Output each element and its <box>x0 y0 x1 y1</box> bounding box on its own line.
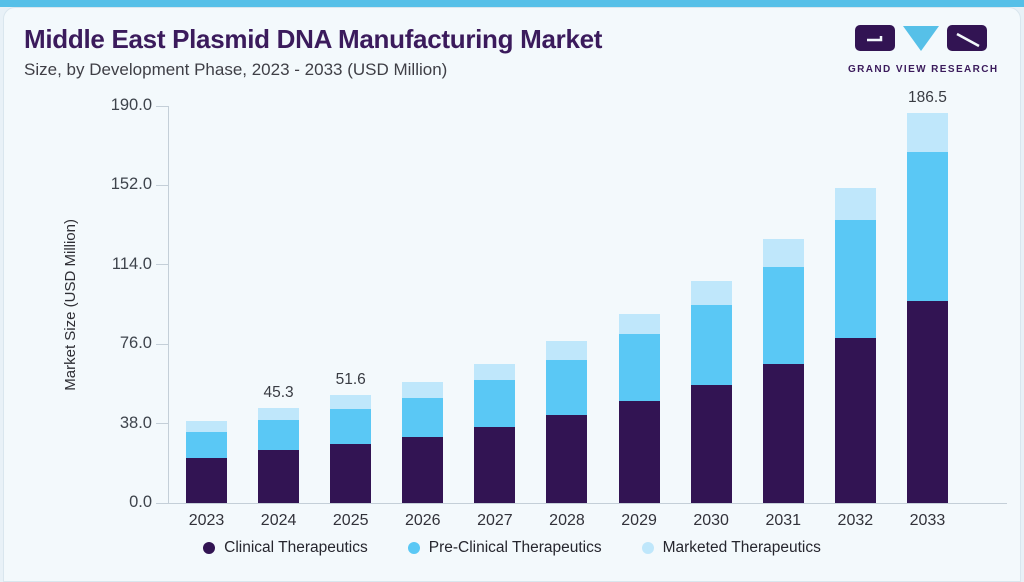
segment-pre-clinical-therapeutics <box>906 152 948 301</box>
segment-pre-clinical-therapeutics <box>258 420 300 451</box>
x-axis-label: 2023 <box>188 512 225 529</box>
y-tick-label: 0.0 <box>129 493 152 511</box>
segment-clinical-therapeutics <box>402 436 444 503</box>
legend-label: Pre-Clinical Therapeutics <box>428 539 602 556</box>
segment-marketed-therapeutics <box>546 341 588 361</box>
x-axis-label: 2026 <box>404 512 441 529</box>
segment-clinical-therapeutics <box>474 427 516 503</box>
segment-marketed-therapeutics <box>186 421 227 433</box>
segment-pre-clinical-therapeutics <box>618 333 660 402</box>
bar-2031: 2031 <box>762 238 804 529</box>
y-axis-line <box>168 106 169 503</box>
bar-2025: 51.6 2025 <box>330 371 372 529</box>
y-tick-mark <box>156 184 168 186</box>
legend-item-clinical-therapeutics: Clinical Therapeutics <box>203 539 368 557</box>
legend-label: Marketed Therapeutics <box>662 539 821 556</box>
segment-clinical-therapeutics <box>546 415 588 503</box>
x-axis-label: 2031 <box>765 512 802 529</box>
segment-marketed-therapeutics <box>618 313 660 334</box>
segment-pre-clinical-therapeutics <box>762 266 804 364</box>
grand-view-research-logo-icon <box>855 25 987 51</box>
bar-2028: 2028 <box>546 341 588 529</box>
legend-dot-icon <box>203 542 216 554</box>
y-tick-mark <box>156 264 168 266</box>
logo-text: GRAND VIEW RESEARCH <box>848 64 999 75</box>
segment-marketed-therapeutics <box>258 408 300 421</box>
segment-marketed-therapeutics <box>762 238 804 267</box>
bar-2024: 45.3 2024 <box>258 384 300 529</box>
segment-pre-clinical-therapeutics <box>330 408 372 444</box>
x-axis-label: 2024 <box>260 512 297 529</box>
segment-clinical-therapeutics <box>690 384 732 503</box>
bar-2032: 2032 <box>834 187 876 529</box>
stacked-bar-chart-plot: 2023 45.3 2024 51.6 2025 2026 2027 2028 2029 2030… <box>111 89 1007 529</box>
bar-value-label: 186.5 <box>908 89 947 107</box>
chart-legend: Clinical Therapeutics Pre-Clinical Therap… <box>4 539 1020 557</box>
segment-pre-clinical-therapeutics <box>474 380 516 428</box>
segment-clinical-therapeutics <box>834 337 876 503</box>
segment-marketed-therapeutics <box>402 382 444 398</box>
logo-v-triangle-icon <box>903 26 939 51</box>
legend-dot-icon <box>641 542 654 554</box>
segment-pre-clinical-therapeutics <box>402 397 444 437</box>
page-title: Middle East Plasmid DNA Manufacturing Ma… <box>24 24 603 54</box>
segment-marketed-therapeutics <box>690 280 732 306</box>
y-tick-mark <box>156 105 168 107</box>
bar-2023: 2023 <box>186 421 227 529</box>
chart-subtitle: Size, by Development Phase, 2023 - 2033 … <box>24 60 448 79</box>
bar-2030: 2030 <box>690 280 732 529</box>
legend-item-pre-clinical-therapeutics: Pre-Clinical Therapeutics <box>407 539 602 557</box>
segment-clinical-therapeutics <box>906 300 948 503</box>
bars-container: 2023 45.3 2024 51.6 2025 2026 2027 2028 2029 2030… <box>168 89 1007 529</box>
x-axis-label: 2030 <box>693 512 729 529</box>
segment-marketed-therapeutics <box>834 187 876 221</box>
y-tick-mark <box>156 343 168 345</box>
segment-marketed-therapeutics <box>906 113 948 153</box>
x-axis-label: 2025 <box>332 512 369 529</box>
bar-2027: 2027 <box>474 363 516 529</box>
legend-item-marketed-therapeutics: Marketed Therapeutics <box>641 539 821 557</box>
segment-pre-clinical-therapeutics <box>546 360 588 416</box>
segment-clinical-therapeutics <box>762 363 804 503</box>
segment-clinical-therapeutics <box>330 443 372 503</box>
x-axis-label: 2029 <box>621 512 657 529</box>
segment-clinical-therapeutics <box>186 458 227 503</box>
y-tick-label: 38.0 <box>119 413 152 432</box>
x-axis-label: 2027 <box>477 512 513 529</box>
segment-pre-clinical-therapeutics <box>186 432 227 459</box>
legend-label: Clinical Therapeutics <box>224 539 368 556</box>
segment-pre-clinical-therapeutics <box>690 305 732 385</box>
x-axis-label: 2032 <box>837 512 874 529</box>
x-axis-line <box>156 503 1007 504</box>
bar-value-label: 45.3 <box>263 384 294 402</box>
x-axis-label: 2028 <box>549 512 585 529</box>
bar-value-label: 51.6 <box>335 371 366 389</box>
segment-pre-clinical-therapeutics <box>834 220 876 338</box>
y-axis-title: Market Size (USD Million) <box>61 218 79 391</box>
segment-marketed-therapeutics <box>474 363 516 381</box>
chart-card: Middle East Plasmid DNA Manufacturing Ma… <box>3 7 1021 582</box>
segment-clinical-therapeutics <box>258 450 300 503</box>
y-tick-label: 152.0 <box>110 175 152 194</box>
top-accent-bar <box>0 0 1024 7</box>
segment-marketed-therapeutics <box>330 395 372 409</box>
bar-2033: 186.5 2033 <box>906 89 948 529</box>
y-tick-mark <box>156 502 168 504</box>
y-tick-label: 76.0 <box>119 334 152 353</box>
y-tick-label: 190.0 <box>110 96 152 114</box>
segment-clinical-therapeutics <box>618 401 660 503</box>
legend-dot-icon <box>407 542 420 554</box>
grand-view-research-logo: GRAND VIEW RESEARCH <box>848 24 999 75</box>
bar-2029: 2029 <box>618 313 660 529</box>
header: Middle East Plasmid DNA Manufacturing Ma… <box>24 24 602 80</box>
bar-2026: 2026 <box>402 382 444 529</box>
y-tick-mark <box>156 423 168 425</box>
y-tick-label: 114.0 <box>111 254 152 273</box>
x-axis-label: 2033 <box>909 512 946 529</box>
